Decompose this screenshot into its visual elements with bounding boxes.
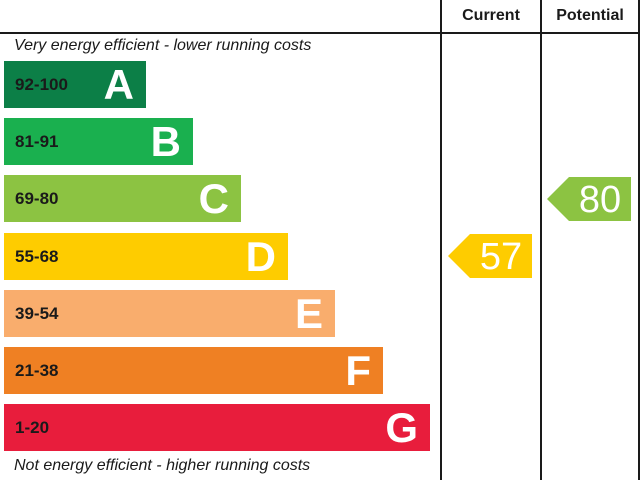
potential-column-header: Potential (556, 7, 624, 24)
band-e-range: 39-54 (15, 304, 59, 323)
column-divider-left (440, 0, 442, 480)
band-a-range: 92-100 (15, 75, 68, 94)
band-g-range: 1-20 (15, 418, 50, 437)
band-c-range: 69-80 (15, 189, 59, 208)
band-a-letter: A (103, 61, 134, 108)
band-f: 21-38 F (4, 347, 383, 394)
band-g-letter: G (385, 404, 418, 451)
potential-rating-value: 80 (569, 177, 631, 221)
band-g: 1-20 G (4, 404, 430, 451)
band-b: 81-91 B (4, 118, 193, 165)
band-d-range: 55-68 (15, 247, 59, 266)
current-rating-arrow-icon (448, 234, 470, 278)
band-b-letter: B (150, 118, 181, 165)
band-c: 69-80 C (4, 175, 241, 222)
band-d-letter: D (245, 233, 276, 280)
column-divider-middle (540, 0, 542, 480)
header-divider (0, 32, 640, 34)
band-e: 39-54 E (4, 290, 335, 337)
band-f-range: 21-38 (15, 361, 59, 380)
band-b-range: 81-91 (15, 132, 59, 151)
current-rating-marker: 57 (448, 234, 534, 278)
current-rating-value: 57 (470, 234, 532, 278)
current-column-header: Current (462, 7, 520, 24)
column-divider-right (638, 0, 640, 480)
potential-rating-arrow-icon (547, 177, 569, 221)
band-e-letter: E (294, 290, 323, 337)
band-a: 92-100 A (4, 61, 146, 108)
band-c-letter: C (198, 175, 229, 222)
potential-rating-marker: 80 (547, 177, 633, 221)
band-f-letter: F (345, 347, 371, 394)
band-d: 55-68 D (4, 233, 288, 280)
bottom-caption: Not energy efficient - higher running co… (14, 457, 311, 474)
top-caption: Very energy efficient - lower running co… (14, 37, 312, 54)
